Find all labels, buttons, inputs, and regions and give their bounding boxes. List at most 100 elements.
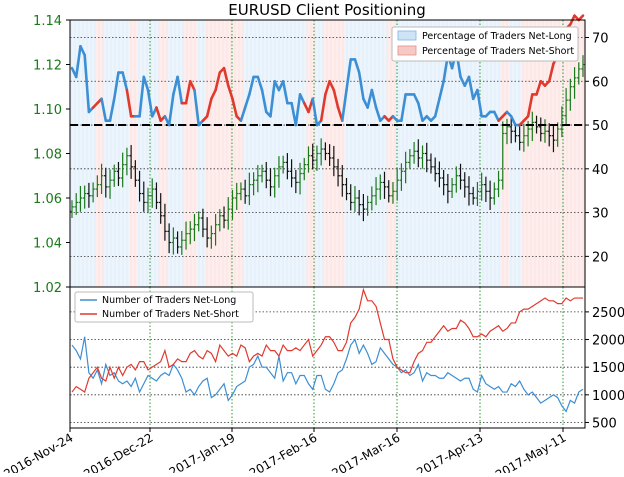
percentage-line-segment [493, 110, 500, 122]
sentiment-band [572, 20, 578, 287]
price-bar [163, 203, 167, 241]
sentiment-band [289, 20, 295, 287]
price-bar [517, 126, 522, 151]
sentiment-band [479, 20, 485, 287]
price-bar [576, 62, 581, 85]
sentiment-band [555, 20, 561, 287]
sentiment-band [297, 20, 303, 287]
legend-label-net-long-percent: Percentage of Traders Net-Long [422, 31, 572, 42]
price-bar [568, 78, 573, 111]
count-tick-label: 2500 [592, 306, 624, 321]
sentiment-band [513, 20, 519, 287]
price-bar [467, 176, 471, 206]
sentiment-band [247, 20, 253, 287]
sentiment-band [449, 20, 455, 287]
price-bar [112, 164, 117, 187]
price-tick-label: 1.08 [33, 148, 62, 163]
sentiment-band [145, 20, 151, 287]
legend-label-net-short-count: Number of Traders Net-Short [102, 309, 239, 320]
legend-swatch-net-long [397, 30, 417, 41]
price-bar [484, 176, 488, 203]
sentiment-band [496, 20, 502, 287]
sentiment-band [483, 20, 489, 287]
date-tick-label: 2016-Nov-24 [1, 430, 75, 473]
price-bar [332, 145, 336, 177]
price-bar [382, 171, 387, 199]
sentiment-band [293, 20, 299, 287]
price-bar [336, 158, 340, 187]
sentiment-band [568, 20, 573, 287]
percentage-line-segment [547, 62, 555, 83]
sentiment-band [137, 20, 143, 287]
price-bar [450, 177, 454, 198]
price-bar [420, 145, 425, 169]
price-bar [234, 182, 239, 211]
date-tick-label: 2017-Apr-13 [414, 430, 485, 473]
sentiment-band [179, 20, 185, 287]
sentiment-band [361, 20, 367, 287]
percentage-line-segment [332, 88, 340, 109]
percentage-line-segment [374, 106, 382, 122]
price-bar [125, 147, 129, 176]
price-bar [361, 193, 366, 222]
price-bar [87, 182, 91, 208]
sentiment-band [357, 20, 362, 287]
sentiment-band [196, 20, 202, 287]
price-bar [323, 142, 328, 161]
percentage-line-segment [231, 97, 238, 118]
price-bar [175, 231, 180, 254]
legend-label-net-short-percent: Percentage of Traders Net-Short [422, 46, 574, 57]
sentiment-band [433, 20, 438, 287]
price-bar [91, 182, 95, 203]
price-tick-label: 1.10 [33, 103, 62, 118]
sentiment-band [475, 20, 481, 287]
price-bar [543, 119, 547, 143]
price-bar [108, 169, 112, 199]
price-tick-label: 1.02 [33, 281, 62, 296]
price-tick-label: 1.06 [33, 192, 62, 207]
price-bar [530, 111, 535, 142]
price-bar [403, 151, 408, 184]
sentiment-band [551, 20, 557, 287]
sentiment-band [213, 20, 219, 287]
price-bar [344, 177, 349, 201]
sentiment-band [205, 20, 210, 287]
sentiment-band [399, 20, 405, 287]
price-bar [319, 138, 323, 166]
sentiment-band [487, 20, 493, 287]
percentage-line-segment [239, 106, 247, 122]
date-tick-label: 2016-Dec-22 [81, 430, 155, 473]
price-bar [564, 88, 568, 126]
percentage-line-segment [345, 58, 353, 92]
price-tick-label: 1.12 [33, 59, 62, 74]
count-tick-label: 500 [592, 416, 617, 431]
price-tick-label: 1.04 [33, 237, 62, 252]
price-bar [386, 180, 391, 203]
percentage-line-segment [121, 71, 129, 92]
price-bar [424, 142, 429, 173]
sentiment-band [517, 20, 523, 287]
percentage-line-segment [142, 75, 150, 92]
percentage-line-segment [509, 115, 517, 127]
price-bar [137, 170, 142, 202]
price-bar [353, 185, 357, 212]
percentage-line-segment [357, 71, 365, 101]
sentiment-band [183, 20, 189, 287]
price-bar [433, 157, 437, 182]
price-bar [437, 161, 442, 188]
percentage-line-segment [193, 88, 200, 127]
price-bar [158, 193, 163, 224]
price-bar [306, 146, 311, 173]
price-bar [522, 123, 526, 152]
price-bar [272, 167, 277, 198]
price-bar [547, 123, 552, 147]
price-bar [74, 193, 79, 215]
percentage-line-segment [100, 97, 108, 122]
percentage-line-segment [370, 88, 378, 109]
sentiment-band [268, 20, 274, 287]
percentage-line-segment [214, 71, 222, 92]
percentage-line-segment [298, 93, 306, 105]
percent-tick-label: 40 [592, 163, 609, 178]
sentiment-band [335, 20, 341, 287]
